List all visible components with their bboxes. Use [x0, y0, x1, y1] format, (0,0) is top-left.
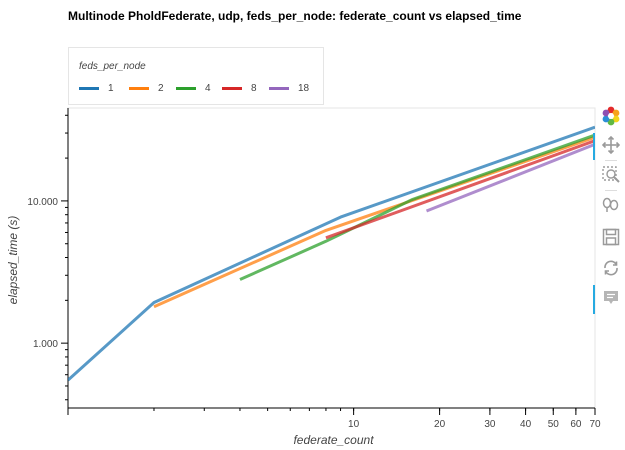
x-tick-label: 50 [548, 419, 560, 430]
series-line-1[interactable] [68, 125, 595, 382]
series-line-8[interactable] [325, 139, 595, 240]
legend-item-8[interactable]: 8 [222, 81, 257, 95]
series-line-18[interactable] [425, 142, 596, 213]
legend-label: 8 [251, 82, 257, 94]
active-tool-indicator [593, 133, 595, 160]
y-tick-label: 10.000 [27, 197, 58, 208]
legend-swatch [269, 86, 289, 90]
toolbar-divider [605, 160, 617, 161]
legend-label: 18 [298, 82, 310, 94]
series-line-4[interactable] [239, 133, 595, 281]
x-tick-label: 10 [348, 419, 360, 430]
x-tick-label: 40 [520, 419, 532, 430]
box-zoom-icon[interactable] [601, 165, 621, 185]
legend-swatch [176, 86, 196, 90]
x-tick-label: 30 [484, 419, 496, 430]
toolbar-divider [605, 190, 617, 191]
reset-icon[interactable] [601, 258, 621, 278]
bokeh-logo-icon[interactable] [601, 106, 621, 126]
legend-item-2[interactable]: 2 [129, 81, 164, 95]
legend-item-1[interactable]: 1 [79, 81, 114, 95]
x-axis-label: federate_count [293, 433, 374, 447]
save-icon[interactable] [601, 227, 621, 247]
active-tool-indicator [593, 285, 595, 314]
x-tick-label: 70 [589, 419, 601, 430]
wheel-zoom-icon[interactable] [601, 195, 621, 215]
y-axis-label: elapsed_time (s) [6, 216, 20, 305]
legend-label: 1 [108, 82, 114, 94]
chart-title: Multinode PholdFederate, udp, feds_per_n… [68, 9, 522, 23]
legend-swatch [129, 86, 149, 90]
x-tick-label: 60 [570, 419, 582, 430]
legend-label: 2 [158, 82, 164, 94]
legend-swatch [79, 86, 99, 90]
pan-icon[interactable] [601, 135, 621, 155]
toolbar [598, 102, 625, 322]
series-line-2[interactable] [153, 135, 595, 309]
legend: feds_per_node 1 2 4 8 18 [68, 47, 324, 105]
x-tick-label: 20 [434, 419, 446, 430]
plot-frame [67, 107, 596, 409]
y-tick-label: 1.000 [33, 339, 58, 350]
legend-title: feds_per_node [79, 61, 146, 72]
legend-swatch [222, 86, 242, 90]
legend-label: 4 [205, 82, 211, 94]
hover-icon[interactable] [601, 288, 621, 308]
legend-item-4[interactable]: 4 [176, 81, 211, 95]
legend-item-18[interactable]: 18 [269, 81, 309, 95]
